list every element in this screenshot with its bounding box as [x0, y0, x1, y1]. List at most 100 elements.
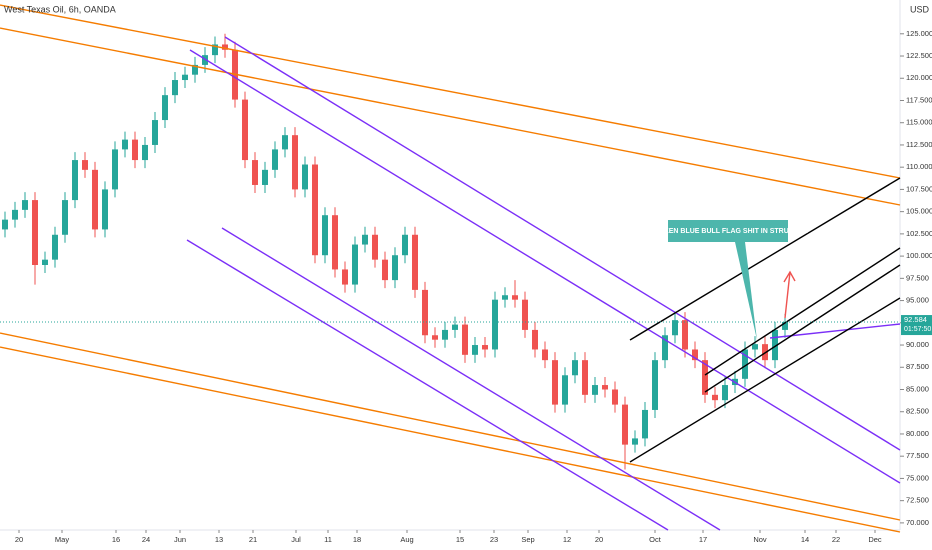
orange-line [0, 346, 901, 533]
drawings: BROKEN BLUE BULL FLAG SHIT IN STRUTURE [0, 4, 901, 533]
orange-line [0, 4, 901, 179]
candle-body [22, 200, 28, 210]
currency: USD [910, 4, 930, 14]
candle-body [12, 209, 18, 220]
x-tick-label: Jul [291, 535, 301, 544]
x-tick-label: 14 [801, 535, 809, 544]
candle-body [492, 299, 498, 350]
candle-body [622, 404, 628, 445]
candle-body [202, 55, 208, 65]
candle-body [2, 219, 8, 230]
x-tick-label: 21 [249, 535, 257, 544]
x-tick-label: Aug [400, 535, 413, 544]
x-tick-label: 13 [215, 535, 223, 544]
y-tick-label: 102.500 [906, 229, 932, 238]
candle-body [532, 329, 538, 350]
black-line [629, 297, 901, 463]
candle-body [772, 329, 778, 361]
candle-body [612, 389, 618, 405]
candle-body [672, 320, 678, 336]
candle-body [392, 255, 398, 281]
candle-body [182, 74, 188, 81]
annotation-pointer [735, 242, 757, 340]
candle-body [192, 64, 198, 75]
y-tick-label: 117.500 [906, 95, 932, 104]
y-tick-label: 75.000 [906, 473, 929, 482]
y-tick-label: 87.500 [906, 362, 929, 371]
y-tick-label: 80.000 [906, 429, 929, 438]
candle-body [292, 135, 298, 190]
x-tick-label: Oct [649, 535, 662, 544]
red-arrow-head [783, 270, 796, 283]
x-tick-label: 20 [595, 535, 603, 544]
candle-body [482, 345, 488, 350]
y-tick-label: 112.500 [906, 140, 932, 149]
candle-body [522, 299, 528, 330]
candle-body [712, 394, 718, 401]
candle-body [82, 160, 88, 170]
candle-body [552, 360, 558, 405]
candle-body [472, 345, 478, 355]
last-price-label: 92.584 [904, 315, 927, 324]
candle-body [682, 320, 688, 350]
x-tick-label: 17 [699, 535, 707, 544]
candles [2, 33, 788, 470]
candle-body [212, 44, 218, 56]
candle-body [112, 149, 118, 190]
y-tick-label: 72.500 [906, 496, 929, 505]
purple-line [224, 36, 901, 451]
candle-body [692, 349, 698, 361]
y-tick-label: 100.000 [906, 251, 932, 260]
candle-body [152, 120, 158, 145]
orange-line [0, 332, 901, 521]
candle-body [92, 169, 98, 230]
y-tick-label: 95.000 [906, 296, 929, 305]
y-tick-label: 110.000 [906, 162, 932, 171]
candle-body [122, 139, 128, 150]
candle-body [562, 375, 568, 405]
black-line [704, 247, 901, 376]
candle-body [62, 200, 68, 235]
candle-body [512, 295, 518, 300]
candle-body [172, 80, 178, 96]
x-tick-label: 12 [563, 535, 571, 544]
candle-body [652, 360, 658, 410]
candle-body [332, 215, 338, 270]
candle-body [702, 360, 708, 395]
y-tick-label: 82.500 [906, 407, 929, 416]
candle-body [412, 234, 418, 290]
candle-body [782, 322, 788, 330]
last-price-box [901, 315, 932, 336]
candle-body [632, 438, 638, 445]
candle-body [592, 385, 598, 395]
y-tick-label: 77.500 [906, 451, 929, 460]
x-tick-label: May [55, 535, 69, 544]
candle-body [352, 244, 358, 285]
candle-body [222, 44, 228, 50]
candle-body [362, 234, 368, 245]
candle-body [322, 215, 328, 256]
annotation-box [668, 220, 788, 242]
candle-body [662, 335, 668, 361]
countdown-label: 01:57:50 [904, 326, 931, 333]
candle-body [242, 99, 248, 161]
candle-body [442, 329, 448, 340]
black-line [629, 177, 901, 341]
x-tick-label: Dec [868, 535, 882, 544]
candle-body [432, 335, 438, 340]
candle-body [462, 324, 468, 355]
candle-body [502, 295, 508, 300]
black-line [704, 264, 901, 393]
x-tick-label: 16 [112, 535, 120, 544]
candle-body [752, 344, 758, 350]
candle-body [402, 234, 408, 256]
candle-body [372, 234, 378, 260]
y-tick-label: 120.000 [906, 73, 932, 82]
x-tick-label: 18 [353, 535, 361, 544]
candle-body [282, 135, 288, 150]
x-tick-label: 23 [490, 535, 498, 544]
x-tick-label: Jun [174, 535, 186, 544]
candle-body [142, 144, 148, 161]
candle-body [642, 409, 648, 439]
